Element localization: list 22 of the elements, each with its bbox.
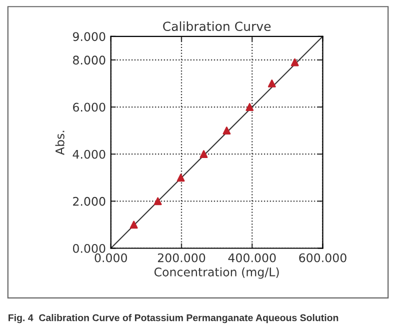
point: [246, 103, 254, 111]
x-tick-label: 200.000: [158, 253, 206, 262]
y-tick-label: 0.000: [73, 244, 106, 253]
y-tick-label: 6.000: [73, 102, 106, 112]
y-tick-label: 4.000: [72, 150, 106, 159]
y-tick-label: 8.000: [73, 56, 106, 65]
y-tick-label: 2.000: [73, 196, 106, 206]
y-axis-title: Abs.: [55, 130, 64, 155]
point: [154, 197, 162, 206]
caption: Fig. 4 Calibration Curve of Potassium Permanganate Aqueous Solution: [8, 314, 338, 324]
point: [290, 58, 299, 66]
x-axis-title: Concentration (mg/L): [154, 267, 279, 279]
x-tick-label: 0.000: [94, 253, 127, 262]
x-tick-label: 600.000: [299, 253, 346, 262]
point: [130, 220, 138, 229]
y-tick-label: 9.000: [72, 32, 106, 42]
point: [268, 80, 276, 88]
point: [176, 174, 185, 182]
chart-title: Calibration Curve: [163, 21, 271, 32]
point: [222, 126, 231, 135]
point: [200, 150, 208, 158]
x-tick-label: 400.000: [228, 253, 276, 262]
